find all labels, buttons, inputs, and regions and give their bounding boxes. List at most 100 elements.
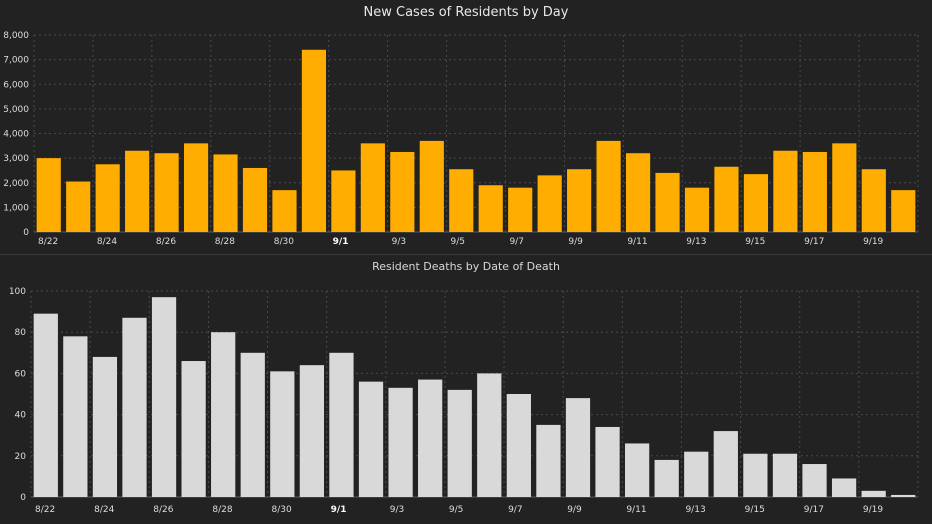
y-tick-label: 4,000 [3, 130, 29, 140]
y-tick-label: 1,000 [3, 203, 29, 213]
bar[interactable] [567, 169, 592, 232]
x-tick-label: 9/13 [685, 505, 705, 515]
x-tick-label: 9/17 [804, 505, 824, 515]
bar[interactable] [536, 424, 561, 497]
bar[interactable] [802, 464, 827, 497]
bar[interactable] [802, 151, 827, 232]
bar[interactable] [743, 174, 769, 232]
x-tick-label: 8/26 [153, 505, 173, 515]
bar[interactable] [772, 453, 798, 497]
bar[interactable] [477, 373, 502, 497]
bar[interactable] [624, 443, 650, 497]
x-tick-label: 9/3 [392, 237, 406, 247]
y-tick-label: 60 [15, 369, 27, 379]
bar[interactable] [595, 426, 620, 497]
x-tick-label: 9/7 [509, 237, 523, 247]
bar[interactable] [390, 151, 415, 232]
y-tick-label: 40 [15, 411, 27, 421]
bar[interactable] [861, 169, 886, 232]
x-tick-label: 9/1 [331, 505, 347, 515]
bar[interactable] [270, 371, 295, 497]
bar[interactable] [508, 187, 533, 232]
x-tick-label: 8/22 [35, 505, 55, 515]
x-tick-label: 8/24 [94, 505, 114, 515]
bar[interactable] [181, 361, 206, 497]
bar[interactable] [242, 167, 268, 232]
bar[interactable] [331, 170, 356, 232]
bar[interactable] [240, 352, 265, 497]
x-tick-label: 9/5 [449, 505, 463, 515]
bar[interactable] [360, 143, 385, 232]
x-tick-label: 8/26 [156, 237, 176, 247]
cases-bar-chart: 0 1,000 2,000 3,000 4,000 5,000 6,000 7,000 8,00… [3, 31, 919, 247]
y-tick-label: 7,000 [3, 56, 29, 66]
bar[interactable] [625, 153, 651, 232]
bar[interactable] [565, 398, 591, 497]
bar[interactable] [299, 365, 325, 497]
bar[interactable] [743, 453, 768, 497]
bar[interactable] [684, 451, 709, 497]
x-tick-label: 8/28 [215, 237, 235, 247]
x-tick-label: 8/30 [272, 505, 292, 515]
y-tick-label: 80 [15, 328, 27, 338]
bar[interactable] [36, 158, 61, 232]
bar[interactable] [329, 352, 354, 497]
x-tick-label: 9/11 [626, 505, 646, 515]
bar[interactable] [891, 494, 916, 497]
y-tick-label: 0 [20, 493, 26, 503]
bar[interactable] [449, 169, 474, 232]
bar[interactable] [66, 181, 91, 232]
bar[interactable] [831, 478, 857, 497]
bar[interactable] [301, 49, 327, 233]
bar[interactable] [891, 190, 916, 232]
x-tick-label: 9/5 [451, 237, 465, 247]
bar[interactable] [419, 140, 444, 232]
bar[interactable] [211, 332, 236, 497]
x-tick-label: 8/28 [212, 505, 232, 515]
bar[interactable] [272, 190, 297, 232]
bar[interactable] [478, 185, 503, 232]
bar[interactable] [654, 459, 679, 497]
bar[interactable] [388, 387, 413, 497]
bar[interactable] [714, 166, 739, 232]
deaths-chart-title: Resident Deaths by Date of Death [372, 260, 560, 273]
bar[interactable] [418, 379, 443, 497]
bar[interactable] [63, 336, 88, 497]
deaths-bar-chart: 0 20 40 60 80 100 8/22 8/24 8/26 8/28 8/30 9/1 9/3 9/… [9, 287, 919, 515]
bar[interactable] [183, 143, 209, 232]
x-tick-label: 9/17 [804, 237, 824, 247]
bar[interactable] [537, 175, 562, 232]
bar[interactable] [122, 317, 147, 497]
x-tick-label: 9/9 [568, 237, 583, 247]
bar[interactable] [832, 143, 857, 232]
bar[interactable] [447, 389, 472, 497]
x-tick-label: 9/19 [863, 505, 883, 515]
bar[interactable] [125, 150, 150, 232]
bar[interactable] [92, 356, 118, 497]
bar[interactable] [655, 172, 680, 232]
x-tick-label: 9/11 [627, 237, 647, 247]
bar[interactable] [151, 297, 177, 497]
bar[interactable] [861, 490, 886, 497]
bar[interactable] [154, 153, 179, 232]
bar[interactable] [773, 150, 798, 232]
y-tick-label: 6,000 [3, 80, 29, 90]
bar[interactable] [358, 381, 384, 497]
bar[interactable] [33, 313, 58, 497]
bar[interactable] [596, 140, 621, 232]
x-tick-label: 9/9 [567, 505, 582, 515]
y-tick-label: 0 [23, 228, 29, 238]
bar[interactable] [713, 431, 738, 497]
x-tick-label: 9/3 [390, 505, 404, 515]
y-tick-label: 100 [9, 287, 26, 297]
bar[interactable] [684, 187, 710, 232]
bar[interactable] [95, 164, 120, 232]
bar[interactable] [506, 394, 531, 497]
cases-chart-title: New Cases of Residents by Day [363, 5, 569, 20]
x-tick-label: 8/22 [38, 237, 58, 247]
x-tick-label: 9/15 [745, 505, 765, 515]
bar[interactable] [213, 154, 238, 232]
y-tick-label: 5,000 [3, 105, 29, 115]
cases-chart-panel: New Cases of Residents by Day 0 1,000 2,00… [0, 0, 932, 255]
y-tick-label: 20 [15, 452, 27, 462]
